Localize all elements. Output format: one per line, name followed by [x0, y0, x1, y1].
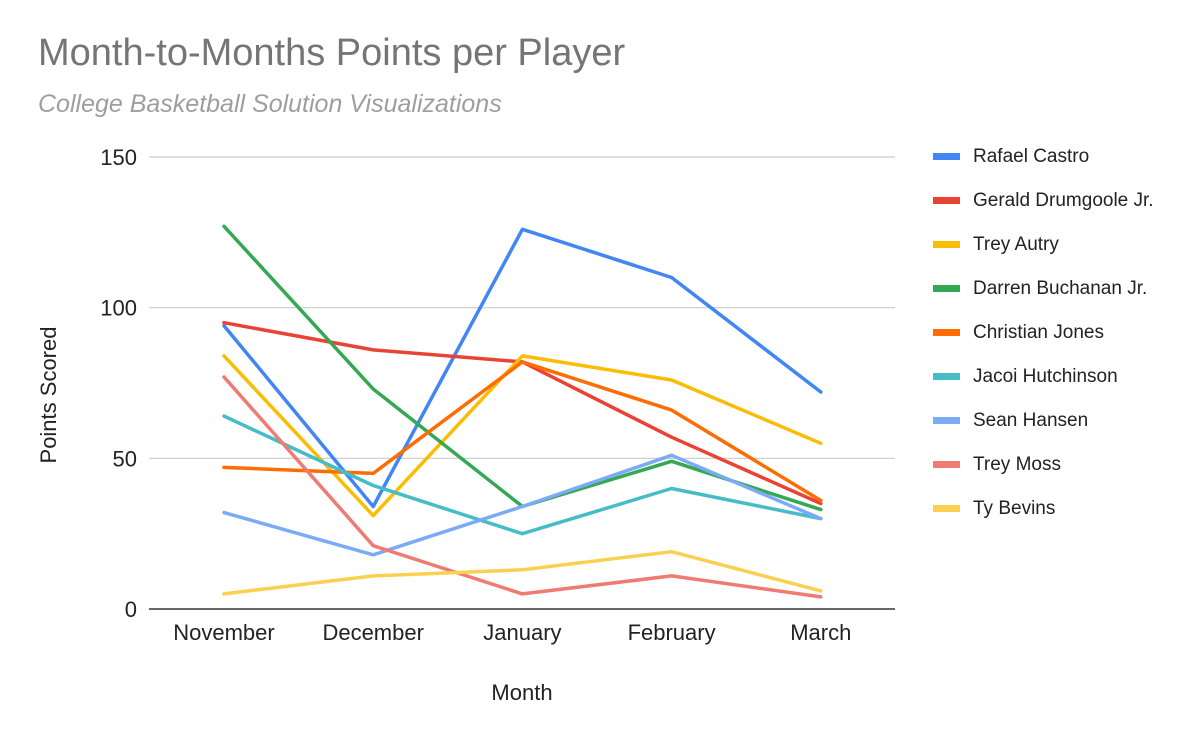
y-tick-label: 0 — [125, 597, 137, 622]
series-line-8 — [222, 375, 823, 599]
x-tick-label: January — [483, 620, 561, 645]
legend-label: Rafael Castro — [973, 146, 1089, 167]
x-tick-label: March — [790, 620, 851, 645]
x-tick-label: December — [322, 620, 423, 645]
series-line-1 — [222, 227, 823, 509]
legend-label: Sean Hansen — [973, 410, 1088, 431]
x-axis-ticks: November December January February March — [173, 620, 851, 645]
x-axis-title: Month — [491, 680, 552, 705]
legend-swatch — [933, 417, 960, 424]
legend: Rafael Castro Gerald Drumgoole Jr. Trey Au… — [933, 146, 1154, 519]
y-tick-label: 150 — [100, 145, 137, 170]
legend-swatch — [933, 461, 960, 468]
legend-swatch — [933, 329, 960, 336]
legend-swatch — [933, 285, 960, 292]
series-line-6 — [222, 414, 823, 536]
legend-swatch — [933, 153, 960, 160]
legend-label: Trey Autry — [973, 234, 1059, 255]
legend-swatch — [933, 373, 960, 380]
legend-label: Christian Jones — [973, 322, 1104, 343]
legend-label: Ty Bevins — [973, 498, 1055, 519]
chart-title: Month-to-Months Points per Player — [38, 32, 626, 74]
chart-subtitle: College Basketball Solution Visualizatio… — [38, 90, 502, 118]
series-line-4 — [222, 224, 823, 512]
y-tick-label: 100 — [100, 296, 137, 321]
y-tick-label: 50 — [113, 446, 137, 471]
series-line-5 — [222, 360, 823, 503]
series-line-9 — [222, 549, 823, 596]
gridlines — [149, 156, 895, 459]
legend-swatch — [933, 241, 960, 248]
series-line-7 — [222, 453, 823, 557]
legend-swatch — [933, 197, 960, 204]
legend-label: Jacoi Hutchinson — [973, 366, 1118, 387]
x-tick-label: February — [628, 620, 716, 645]
legend-label: Trey Moss — [973, 454, 1061, 475]
x-tick-label: November — [173, 620, 274, 645]
legend-label: Gerald Drumgoole Jr. — [973, 190, 1154, 211]
y-axis-ticks: 0 50 100 150 — [100, 145, 137, 622]
legend-label: Darren Buchanan Jr. — [973, 278, 1147, 299]
legend-swatch — [933, 505, 960, 512]
y-axis-title: Points Scored — [36, 327, 61, 464]
series-lines — [222, 224, 823, 599]
